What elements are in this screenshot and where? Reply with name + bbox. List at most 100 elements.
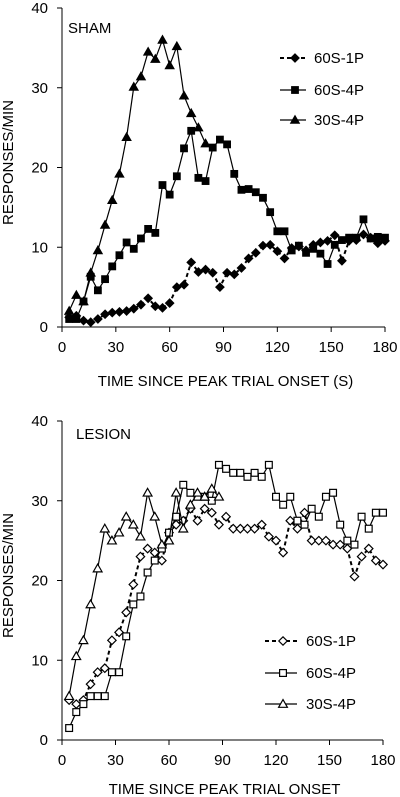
c1-point-60S-1P bbox=[92, 667, 103, 678]
c1-point-60S-4P bbox=[222, 464, 231, 473]
c1-point-60S-4P bbox=[207, 496, 216, 505]
c1-point-60S-1P bbox=[370, 555, 381, 566]
c0-point-30S-4P bbox=[71, 289, 82, 299]
c0-point-60S-1P bbox=[200, 264, 211, 275]
c1-point-60S-4P bbox=[286, 492, 295, 501]
c1-point-30S-4P bbox=[92, 562, 104, 573]
c1-point-60S-4P bbox=[329, 488, 338, 497]
c1-point-60S-1P bbox=[292, 523, 303, 534]
c0-x-tick-label: 30 bbox=[107, 339, 124, 356]
c1-point-60S-4P bbox=[321, 492, 330, 501]
c1-legend-marker-60S-4P bbox=[279, 668, 288, 677]
c0-point-60S-4P bbox=[158, 181, 167, 189]
c1-point-60S-4P bbox=[79, 700, 88, 709]
c0-point-60S-1P bbox=[222, 267, 232, 278]
c0-point-60S-4P bbox=[352, 233, 361, 242]
c0-x-tick-label: 90 bbox=[215, 339, 232, 356]
c1-point-30S-4P bbox=[192, 487, 203, 497]
c0-legend-label-30S-4P: 30S-4P bbox=[314, 112, 364, 129]
c1-point-60S-4P bbox=[250, 468, 259, 477]
c1-point-60S-4P bbox=[314, 512, 323, 521]
c1-point-60S-1P bbox=[85, 679, 96, 690]
c0-point-60S-1P bbox=[272, 246, 283, 257]
c0-point-60S-4P bbox=[359, 215, 368, 224]
c1-point-60S-1P bbox=[213, 519, 224, 530]
c0-point-60S-1P bbox=[193, 267, 204, 277]
c1-x-tick-label: 180 bbox=[370, 752, 395, 769]
c0-point-60S-4P bbox=[373, 232, 382, 241]
c1-point-60S-1P bbox=[256, 519, 267, 530]
c1-point-60S-1P bbox=[349, 571, 360, 582]
c1-point-60S-1P bbox=[363, 543, 374, 554]
c0-point-60S-4P bbox=[101, 275, 109, 284]
c1-point-60S-1P bbox=[71, 699, 82, 710]
c0-point-60S-4P bbox=[108, 262, 117, 271]
c1-panel-label: LESION bbox=[76, 426, 131, 443]
c1-x-tick-label: 120 bbox=[263, 752, 288, 769]
c1-point-60S-4P bbox=[65, 724, 74, 733]
c0-point-60S-1P bbox=[157, 302, 168, 313]
c1-point-30S-4P bbox=[213, 491, 225, 501]
c1-point-60S-4P bbox=[122, 632, 131, 641]
c0-y-tick-label: 30 bbox=[31, 80, 48, 97]
c1-point-30S-4P bbox=[113, 527, 125, 537]
c0-point-60S-4P bbox=[129, 244, 138, 253]
c1-point-60S-4P bbox=[72, 708, 81, 717]
c0-legend-marker-60S-1P bbox=[290, 53, 300, 63]
c0-point-60S-4P bbox=[180, 144, 188, 153]
c0-point-60S-4P bbox=[144, 225, 153, 233]
c1-point-60S-4P bbox=[257, 472, 266, 481]
c0-x-tick-label: 60 bbox=[161, 339, 178, 356]
c1-point-60S-1P bbox=[313, 535, 324, 546]
c1-point-60S-4P bbox=[371, 508, 380, 517]
c0-point-60S-1P bbox=[215, 282, 225, 293]
c1-point-30S-4P bbox=[63, 690, 75, 701]
c0-legend-label-60S-1P: 60S-1P bbox=[314, 50, 364, 67]
c1-point-60S-1P bbox=[285, 515, 296, 526]
c0-point-60S-4P bbox=[151, 228, 160, 237]
c1-y-tick-label: 40 bbox=[31, 413, 48, 430]
c0-point-60S-4P bbox=[72, 315, 81, 323]
c1-legend-marker-60S-1P bbox=[277, 635, 289, 647]
c1-point-30S-4P bbox=[163, 535, 175, 545]
c0-point-60S-4P bbox=[201, 177, 210, 185]
c0-point-30S-4P bbox=[142, 46, 154, 56]
c1-point-60S-4P bbox=[272, 492, 281, 501]
c1-point-60S-4P bbox=[150, 556, 159, 565]
c1-y-tick-label: 10 bbox=[31, 652, 48, 669]
c1-x-tick-label: 60 bbox=[161, 752, 178, 769]
c1-point-60S-4P bbox=[279, 500, 288, 509]
c0-point-30S-4P bbox=[78, 296, 89, 306]
c0-y-axis-label: RESPONSES/MIN bbox=[0, 100, 17, 225]
c1-point-60S-1P bbox=[263, 531, 274, 542]
c1-point-60S-4P bbox=[243, 472, 252, 481]
c1-point-30S-4P bbox=[177, 523, 189, 533]
c1-point-30S-4P bbox=[199, 491, 211, 501]
c0-point-60S-1P bbox=[107, 307, 118, 318]
c1-point-60S-4P bbox=[100, 692, 109, 701]
c0-point-30S-4P bbox=[85, 267, 96, 277]
c0-point-60S-4P bbox=[251, 188, 260, 197]
c0-point-60S-1P bbox=[150, 301, 161, 312]
c0-point-60S-1P bbox=[372, 238, 383, 249]
c1-point-60S-4P bbox=[115, 668, 124, 677]
c0-point-60S-1P bbox=[121, 306, 132, 316]
c0-point-30S-4P bbox=[150, 53, 161, 63]
c1-x-tick-label: 150 bbox=[317, 752, 342, 769]
c1-point-60S-4P bbox=[364, 524, 373, 533]
c1-point-60S-1P bbox=[99, 663, 110, 674]
c1-point-60S-1P bbox=[199, 503, 210, 514]
c0-point-60S-4P bbox=[316, 249, 325, 258]
c0-y-tick-label: 40 bbox=[31, 0, 48, 17]
c1-point-60S-4P bbox=[86, 692, 95, 701]
c1-y-axis-label: RESPONSES/MIN bbox=[0, 513, 17, 638]
c1-x-tick-label: 0 bbox=[58, 752, 66, 769]
c0-point-60S-4P bbox=[194, 173, 203, 182]
c1-point-60S-1P bbox=[135, 551, 146, 562]
c1-x-tick-label: 30 bbox=[107, 752, 124, 769]
c1-point-30S-4P bbox=[170, 487, 182, 497]
c0-point-60S-1P bbox=[358, 229, 369, 240]
c0-legend-marker-60S-4P bbox=[291, 86, 299, 94]
c1-point-60S-4P bbox=[293, 516, 302, 525]
c0-point-30S-4P bbox=[121, 131, 132, 141]
